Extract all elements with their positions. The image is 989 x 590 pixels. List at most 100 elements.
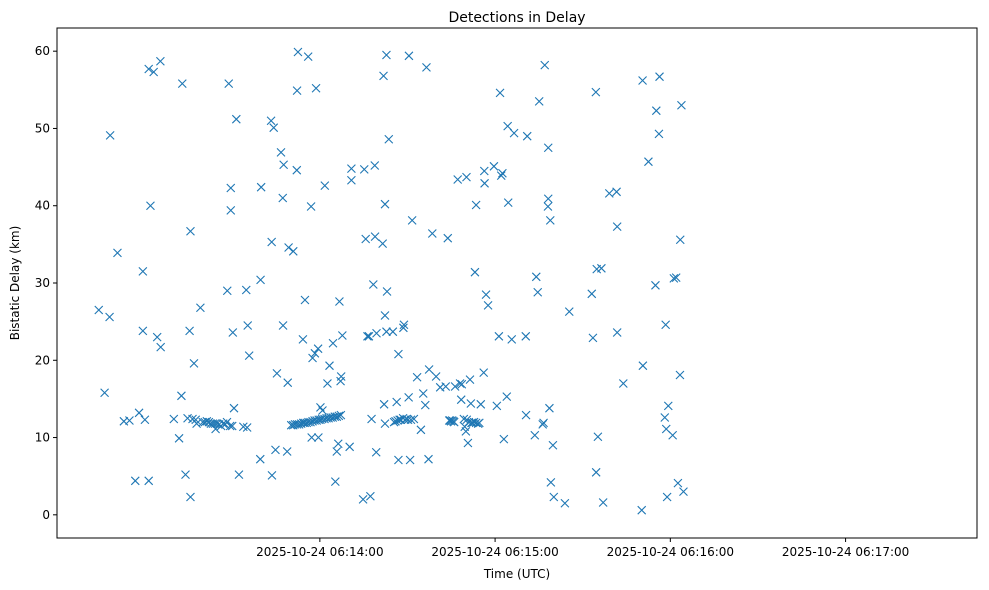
data-point [320,181,330,191]
data-point [300,295,310,305]
data-point [328,338,338,348]
data-point [278,193,288,203]
data-point [380,311,390,320]
data-point [169,414,179,424]
data-point [637,505,647,515]
y-tick-label: 30 [35,276,50,290]
data-point [211,424,220,434]
data-point [418,389,428,398]
data-point [651,280,660,290]
data-point [392,397,402,407]
data-point [125,416,134,425]
data-point [471,418,481,428]
data-point [638,76,647,85]
data-point [267,471,277,480]
data-point [244,351,254,361]
data-point [94,305,104,315]
y-axis: 0 10 20 30 40 50 60 [35,44,57,522]
data-point [427,229,437,238]
data-point [181,470,190,480]
data-point [668,430,678,440]
data-point [422,63,431,72]
data-point [146,201,155,211]
data-point [479,166,489,176]
data-point [480,178,489,188]
y-tick-label: 50 [35,121,50,135]
data-point [424,454,433,464]
data-point [359,165,369,174]
data-point [543,143,553,153]
data-point [368,280,378,289]
data-point [330,477,340,486]
data-point [476,399,486,409]
data-point [671,273,681,282]
data-point [509,128,519,138]
data-point [522,131,532,141]
data-point [470,267,480,277]
data-point [661,320,671,330]
data-point [453,175,463,184]
data-point [549,492,559,502]
data-point [186,226,195,236]
data-point [406,415,416,425]
data-point [138,267,148,276]
data-point [399,320,409,330]
x-tick-label: 2025-10-24 06:17:00 [782,545,909,559]
data-point [503,198,513,208]
data-point [177,391,186,401]
data-point [278,321,288,330]
data-point [604,188,614,198]
data-point [675,370,685,380]
data-point [412,372,422,382]
data-point [225,421,235,431]
data-point [675,235,685,245]
data-point [310,348,320,358]
data-point [457,379,467,389]
data-point [587,289,597,299]
chart-title: Detections in Delay [448,10,585,26]
data-point [156,56,165,66]
data-point [669,273,679,283]
data-point [241,285,251,295]
data-point [308,353,317,363]
data-point [272,369,282,378]
data-point [378,239,388,248]
data-point [503,121,513,131]
data-point [307,433,317,442]
data-point [498,168,507,178]
data-point [323,379,332,388]
data-point [367,414,376,424]
data-point [267,237,277,247]
data-point [379,399,389,409]
data-point [226,183,236,193]
data-point [231,114,241,124]
data-point [393,416,402,425]
data-point [416,425,426,435]
data-point [548,440,558,450]
data-point [384,134,394,144]
data-point [677,100,686,110]
data-point [282,447,292,456]
data-point [534,97,544,106]
data-point [345,442,355,452]
data-point [371,447,381,457]
data-point [152,332,162,342]
data-point [382,50,391,60]
data-point [333,439,343,449]
data-point [134,408,144,418]
data-point [404,51,414,61]
data-point [298,335,308,344]
data-point [461,426,471,436]
data-point [288,246,298,256]
data-point [380,419,390,429]
plot-area [94,47,688,515]
x-axis-label: Time (UTC) [483,567,550,581]
y-axis-label: Bistatic Delay (km) [8,226,22,341]
y-tick-label: 60 [35,44,50,58]
data-point [361,234,371,244]
data-point [364,331,374,341]
data-point [405,455,415,465]
data-point [465,375,475,384]
data-point [269,123,279,133]
data-point [673,478,683,488]
